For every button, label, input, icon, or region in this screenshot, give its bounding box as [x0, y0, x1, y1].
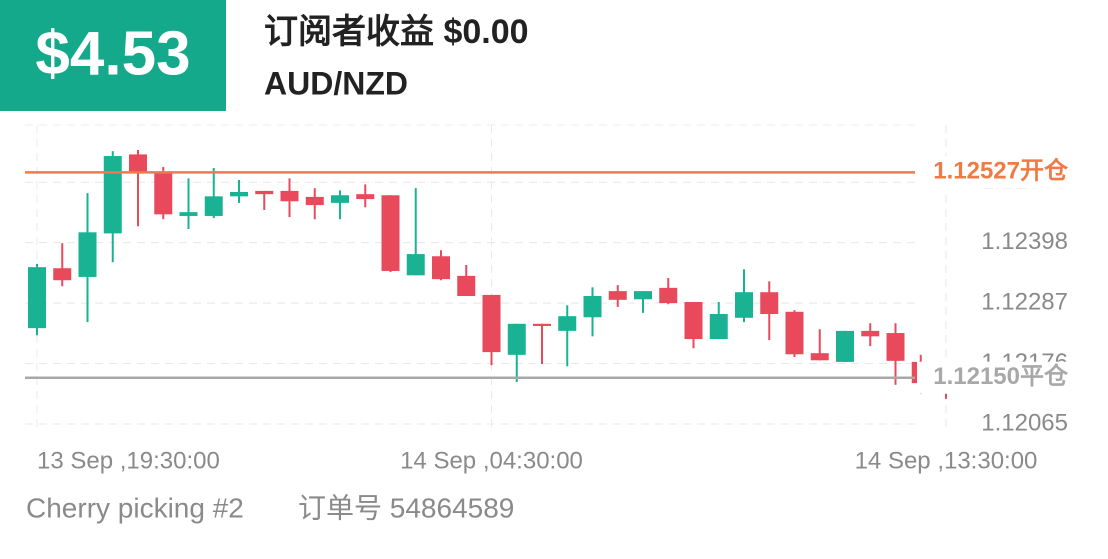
candle-body	[760, 292, 779, 314]
candle-body	[103, 156, 122, 234]
symbol: AUD/NZD	[264, 65, 408, 101]
candle-body	[785, 311, 804, 355]
candle-body	[583, 296, 602, 318]
candle-body	[53, 268, 72, 281]
candle-body	[204, 196, 223, 216]
price-line-value: 1.12527	[933, 158, 1020, 185]
candle-body	[810, 353, 829, 361]
candle-body	[507, 323, 526, 355]
candle-body	[154, 172, 173, 215]
candle-body	[305, 196, 324, 206]
profit-value: $4.53	[35, 19, 190, 88]
candle-body	[331, 195, 349, 203]
candle-body	[356, 194, 375, 200]
candle-body	[684, 302, 703, 340]
x-tick-label: 13 Sep ,19:30:00	[37, 447, 220, 474]
candle-body	[280, 190, 299, 202]
price-line-label: 开仓	[1020, 157, 1069, 185]
candle-body	[78, 232, 97, 277]
candle-body	[533, 323, 551, 326]
order-number: 订单号 54864589	[298, 492, 514, 523]
price-label-bg	[917, 156, 1073, 189]
profit-badge	[0, 0, 226, 111]
y-tick-label: 1.12398	[981, 228, 1068, 255]
candle-body	[230, 191, 248, 197]
candle-body	[255, 190, 274, 195]
candle-body	[432, 256, 450, 280]
x-tick-label: 14 Sep ,13:30:00	[855, 447, 1038, 474]
subscriber-profit: 订阅者收益 $0.00	[264, 13, 529, 51]
candle-body	[659, 287, 678, 304]
candle-body	[179, 212, 198, 216]
candle-body	[457, 275, 476, 297]
candle-body	[634, 291, 652, 300]
candle-body	[129, 154, 147, 173]
y-tick-label: 1.12287	[981, 288, 1068, 315]
candle-body	[836, 330, 854, 362]
price-line-value: 1.12150	[933, 363, 1020, 390]
candle-body	[709, 313, 728, 340]
candle-body	[406, 254, 425, 276]
candle-body	[558, 316, 577, 331]
candle-body	[735, 292, 753, 318]
candle-body	[381, 195, 400, 271]
candle-body	[861, 330, 880, 337]
candle-body	[608, 291, 627, 300]
x-tick-label: 14 Sep ,04:30:00	[400, 447, 583, 474]
price-label-bg	[917, 361, 1073, 394]
y-tick-label: 1.12065	[981, 409, 1068, 436]
candle-body	[482, 294, 501, 353]
candle-body	[28, 267, 46, 329]
price-line-label: 平仓	[1020, 362, 1069, 390]
candle-body	[886, 333, 905, 361]
strategy-name: Cherry picking #2	[26, 492, 244, 523]
